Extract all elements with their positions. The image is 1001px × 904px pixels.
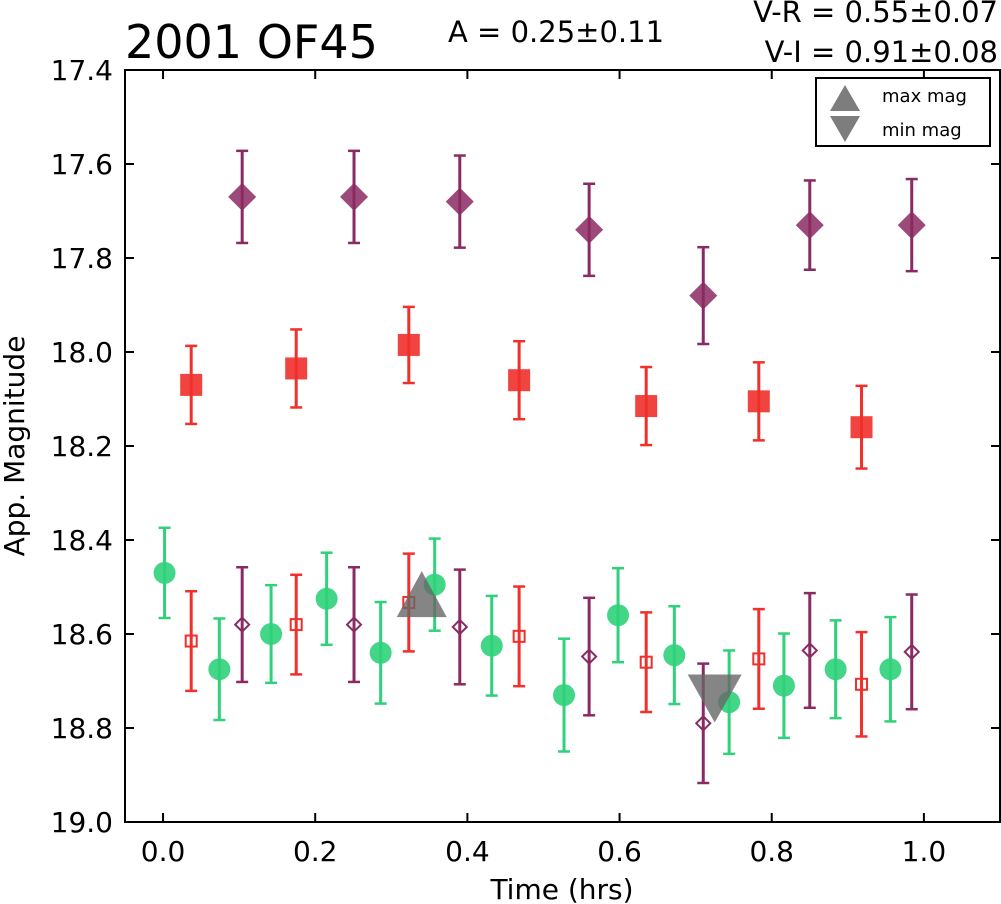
y-tick-label: 19.0 (51, 806, 113, 839)
data-point-square (397, 333, 420, 356)
data-point-open-diamond (451, 618, 469, 636)
legend-max-mag-triangle (830, 85, 860, 111)
data-point-circle (772, 674, 795, 697)
x-tick-label: 0.6 (597, 835, 642, 868)
legend-min-mag-triangle (830, 116, 860, 142)
data-point-open-square (855, 677, 869, 691)
data-point-open-square (184, 634, 198, 648)
data-point-open-diamond (694, 714, 712, 732)
data-point-open-diamond (233, 616, 251, 634)
error-bar (640, 611, 653, 714)
chart-title: 2001 OF45 (125, 15, 378, 69)
data-point-open-square (289, 618, 303, 632)
error-bar (513, 585, 526, 688)
y-tick-label: 17.4 (51, 54, 113, 87)
data-point-diamond (795, 211, 824, 240)
data-point-square (635, 395, 658, 418)
error-bar (803, 591, 816, 710)
data-point-circle (663, 644, 686, 667)
y-tick-label: 18.0 (51, 336, 113, 369)
data-point-circle (824, 658, 847, 681)
y-axis-label: App. Magnitude (0, 336, 31, 557)
data-point-circle (369, 641, 392, 664)
data-point-circle (153, 561, 176, 584)
data-point-open-diamond (345, 616, 363, 634)
data-point-open-diamond (801, 642, 819, 659)
data-point-open-diamond (903, 643, 921, 661)
error-bar (290, 573, 303, 676)
legend-max-mag-label: max mag (882, 86, 967, 107)
x-tick-label: 0.4 (445, 835, 490, 868)
data-point-diamond (445, 187, 474, 216)
data-point-square (285, 357, 308, 380)
error-bar (752, 607, 765, 710)
x-axis-label: Time (hrs) (489, 873, 633, 904)
data-point-circle (480, 634, 503, 657)
amplitude-label: A = 0.25±0.11 (448, 15, 664, 49)
x-tick-label: 0.2 (293, 835, 338, 868)
x-tick-label: 0.8 (749, 835, 794, 868)
data-point-diamond (575, 215, 604, 244)
data-point-square (508, 369, 531, 392)
data-point-circle (208, 658, 231, 681)
error-bar (453, 568, 466, 686)
error-bar (185, 589, 198, 693)
data-point-diamond (340, 182, 369, 211)
y-tick-label: 17.6 (51, 148, 113, 181)
color-index-vr: V-R = 0.55±0.07 (753, 0, 998, 29)
data-point-square (180, 373, 203, 396)
error-bar (348, 566, 361, 684)
data-point-square (850, 416, 873, 439)
data-point-open-diamond (580, 648, 598, 665)
y-tick-label: 18.8 (51, 712, 113, 745)
error-bar (583, 596, 596, 717)
data-point-circle (260, 623, 283, 645)
y-tick-label: 17.8 (51, 242, 113, 275)
legend: max mag min mag (815, 77, 991, 147)
error-bar (236, 566, 249, 684)
data-point-diamond (228, 182, 257, 211)
y-tick-label: 18.4 (51, 524, 113, 557)
legend-min-mag-label: min mag (882, 120, 962, 141)
y-tick-label: 18.2 (51, 430, 113, 463)
x-tick-label: 0.0 (141, 835, 186, 868)
data-point-open-square (512, 629, 526, 643)
data-point-open-square (639, 655, 653, 669)
data-point-square (747, 390, 770, 413)
y-tick-label: 18.6 (51, 618, 113, 651)
min-mag-marker (687, 674, 742, 723)
error-bar (905, 593, 918, 711)
plot-frame (124, 69, 1001, 823)
data-point-circle (607, 604, 630, 627)
data-point-diamond (689, 281, 718, 310)
data-point-circle (315, 587, 338, 610)
data-point-circle (553, 684, 576, 707)
data-point-circle (879, 658, 902, 681)
data-point-open-square (752, 652, 766, 666)
x-tick-label: 1.0 (902, 835, 947, 868)
data-point-diamond (897, 211, 926, 240)
error-bar (855, 630, 868, 738)
color-index-vi: V-I = 0.91±0.08 (765, 35, 998, 69)
max-mag-marker (396, 571, 447, 618)
